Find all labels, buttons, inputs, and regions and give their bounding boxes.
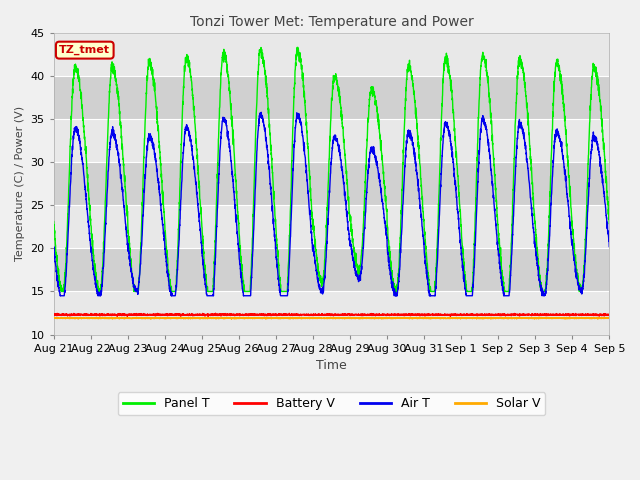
Battery V xyxy=(447,313,454,319)
Panel T xyxy=(169,288,177,294)
Line: Panel T: Panel T xyxy=(54,48,609,291)
Air T xyxy=(56,293,64,299)
Line: Air T: Air T xyxy=(54,112,609,296)
Air T xyxy=(50,246,58,252)
Battery V xyxy=(553,311,561,317)
Air T xyxy=(396,266,403,272)
Bar xyxy=(54,205,609,248)
Battery V xyxy=(605,312,613,317)
Battery V xyxy=(386,312,394,317)
Solar V xyxy=(553,315,561,321)
Air T xyxy=(257,109,265,115)
Panel T xyxy=(605,221,613,227)
Battery V xyxy=(205,312,212,318)
Panel T xyxy=(396,248,403,254)
Bar xyxy=(54,76,609,119)
Solar V xyxy=(424,314,432,320)
Battery V xyxy=(605,312,613,318)
Battery V xyxy=(212,311,220,316)
Air T xyxy=(605,244,613,250)
Panel T xyxy=(205,288,213,294)
Y-axis label: Temperature (C) / Power (V): Temperature (C) / Power (V) xyxy=(15,106,25,261)
Battery V xyxy=(169,312,177,317)
Legend: Panel T, Battery V, Air T, Solar V: Panel T, Battery V, Air T, Solar V xyxy=(118,392,545,415)
Solar V xyxy=(605,315,613,321)
Battery V xyxy=(50,312,58,318)
Panel T xyxy=(294,45,301,50)
Solar V xyxy=(50,315,58,321)
Solar V xyxy=(396,315,403,321)
Solar V xyxy=(205,316,213,322)
Bar xyxy=(54,119,609,162)
Panel T xyxy=(50,219,58,225)
Text: TZ_tmet: TZ_tmet xyxy=(60,45,110,55)
X-axis label: Time: Time xyxy=(316,359,347,372)
Bar xyxy=(54,162,609,205)
Solar V xyxy=(386,315,394,321)
Air T xyxy=(553,128,561,133)
Title: Tonzi Tower Met: Temperature and Power: Tonzi Tower Met: Temperature and Power xyxy=(189,15,474,29)
Air T xyxy=(205,293,213,299)
Panel T xyxy=(605,217,613,223)
Panel T xyxy=(58,288,65,294)
Battery V xyxy=(396,312,403,318)
Bar xyxy=(54,248,609,291)
Line: Battery V: Battery V xyxy=(54,313,609,316)
Air T xyxy=(386,267,394,273)
Panel T xyxy=(386,249,394,254)
Bar xyxy=(54,33,609,76)
Air T xyxy=(169,293,177,299)
Line: Solar V: Solar V xyxy=(54,317,609,319)
Bar xyxy=(54,291,609,335)
Solar V xyxy=(109,316,116,322)
Solar V xyxy=(605,315,613,321)
Air T xyxy=(605,237,613,242)
Solar V xyxy=(169,315,177,321)
Panel T xyxy=(553,57,561,62)
